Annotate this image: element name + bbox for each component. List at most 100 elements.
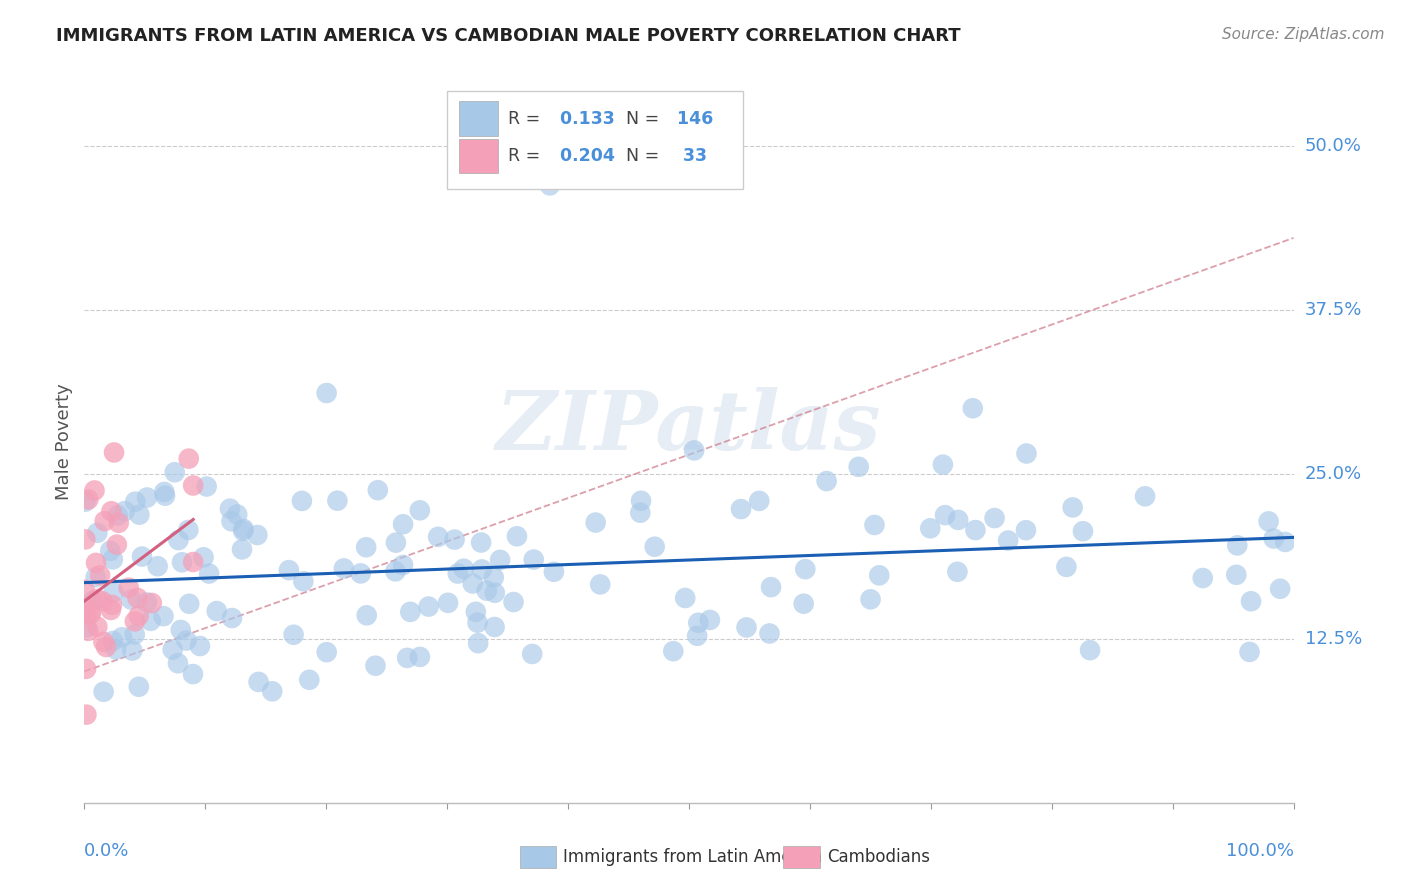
Point bbox=[170, 555, 193, 569]
Point bbox=[385, 535, 408, 549]
Point bbox=[124, 494, 146, 508]
Point bbox=[84, 570, 107, 584]
Point bbox=[1268, 582, 1291, 596]
Point bbox=[221, 611, 243, 625]
Point bbox=[128, 608, 150, 623]
Point bbox=[93, 514, 115, 528]
Point bbox=[863, 518, 886, 533]
Point bbox=[662, 644, 685, 658]
Point bbox=[198, 566, 221, 581]
Point bbox=[1225, 567, 1247, 582]
Point bbox=[367, 483, 389, 498]
Text: 0.204: 0.204 bbox=[554, 147, 614, 165]
Point bbox=[399, 605, 422, 619]
Point bbox=[1133, 489, 1156, 503]
Point bbox=[506, 529, 529, 543]
Point bbox=[121, 643, 143, 657]
Point bbox=[77, 624, 100, 638]
Point bbox=[464, 605, 486, 619]
Point bbox=[447, 566, 470, 581]
Point bbox=[105, 538, 128, 552]
Point bbox=[396, 651, 419, 665]
Text: 100.0%: 100.0% bbox=[1226, 842, 1294, 860]
Point bbox=[219, 501, 242, 516]
Point bbox=[118, 581, 141, 595]
Point bbox=[127, 591, 149, 605]
Point bbox=[75, 494, 97, 508]
Text: IMMIGRANTS FROM LATIN AMERICA VS CAMBODIAN MALE POVERTY CORRELATION CHART: IMMIGRANTS FROM LATIN AMERICA VS CAMBODI… bbox=[56, 27, 960, 45]
Text: Source: ZipAtlas.com: Source: ZipAtlas.com bbox=[1222, 27, 1385, 42]
Text: Cambodians: Cambodians bbox=[827, 848, 929, 866]
Point bbox=[131, 549, 153, 564]
Point bbox=[98, 544, 121, 558]
Text: 33: 33 bbox=[671, 147, 707, 165]
Point bbox=[730, 502, 752, 516]
Point bbox=[364, 658, 387, 673]
Point bbox=[177, 523, 200, 537]
Point bbox=[136, 595, 159, 609]
Point bbox=[86, 620, 108, 634]
Point bbox=[277, 563, 299, 577]
Point bbox=[965, 523, 987, 537]
Point bbox=[231, 542, 253, 557]
Point bbox=[475, 583, 498, 598]
Point bbox=[997, 533, 1019, 548]
Point bbox=[107, 516, 129, 530]
Point bbox=[794, 562, 817, 576]
Text: 25.0%: 25.0% bbox=[1305, 466, 1362, 483]
Point bbox=[111, 630, 134, 644]
Point bbox=[128, 680, 150, 694]
Point bbox=[748, 494, 770, 508]
Point bbox=[82, 594, 104, 608]
Point bbox=[163, 465, 186, 479]
Point bbox=[91, 594, 114, 608]
Point bbox=[356, 608, 378, 623]
Point bbox=[683, 443, 706, 458]
Point bbox=[315, 645, 337, 659]
Point bbox=[101, 634, 124, 648]
Point bbox=[77, 492, 100, 507]
Point bbox=[384, 565, 406, 579]
Point bbox=[1054, 560, 1077, 574]
Text: 0.133: 0.133 bbox=[554, 110, 614, 128]
Point bbox=[128, 508, 150, 522]
Point bbox=[120, 592, 142, 607]
Text: R =: R = bbox=[508, 110, 546, 128]
Point bbox=[1239, 645, 1261, 659]
Point bbox=[962, 401, 984, 416]
Point bbox=[262, 684, 284, 698]
Text: ZIPatlas: ZIPatlas bbox=[496, 387, 882, 467]
Point bbox=[141, 596, 163, 610]
Point bbox=[538, 178, 561, 193]
Point bbox=[84, 556, 107, 570]
Point bbox=[86, 592, 108, 607]
Point bbox=[333, 561, 356, 575]
Text: Immigrants from Latin America: Immigrants from Latin America bbox=[564, 848, 823, 866]
Point bbox=[291, 494, 314, 508]
Point bbox=[326, 493, 349, 508]
Point bbox=[93, 635, 115, 649]
Point bbox=[170, 623, 193, 637]
Point bbox=[932, 458, 955, 472]
Point bbox=[1257, 515, 1279, 529]
Point bbox=[195, 479, 218, 493]
Point bbox=[1240, 594, 1263, 608]
Point bbox=[859, 592, 882, 607]
Text: 12.5%: 12.5% bbox=[1305, 630, 1362, 648]
Point bbox=[221, 514, 243, 528]
Point bbox=[1015, 523, 1038, 537]
Point bbox=[427, 530, 450, 544]
Point bbox=[83, 483, 105, 498]
FancyBboxPatch shape bbox=[460, 139, 498, 173]
Point bbox=[471, 562, 494, 576]
Point bbox=[585, 516, 607, 530]
Point bbox=[437, 596, 460, 610]
Point bbox=[983, 511, 1005, 525]
Point bbox=[630, 493, 652, 508]
Point bbox=[89, 568, 111, 582]
Point bbox=[181, 555, 204, 569]
Point bbox=[920, 521, 942, 535]
Point bbox=[205, 604, 228, 618]
Point bbox=[1274, 535, 1296, 549]
Point bbox=[139, 614, 162, 628]
